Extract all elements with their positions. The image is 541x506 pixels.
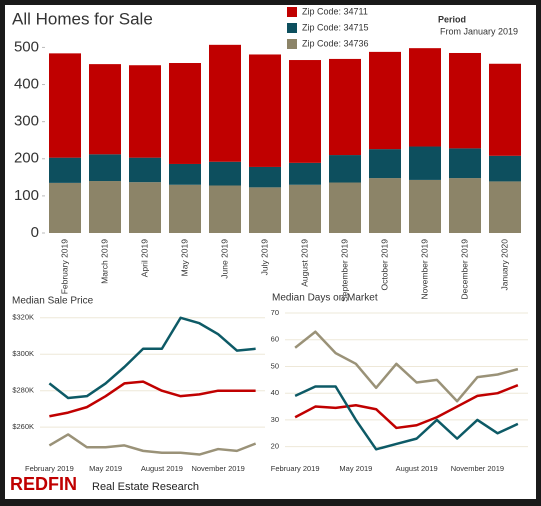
legend-label: Zip Code: 34711 <box>302 6 368 16</box>
x-tick-label: February 2019 <box>25 464 74 473</box>
x-tick-label: January 2020 <box>499 239 509 291</box>
x-tick-label: February 2019 <box>59 239 69 295</box>
bar-segment <box>449 178 481 233</box>
bar-segment <box>49 53 81 158</box>
bar-segment <box>329 182 361 233</box>
bar-segment <box>249 187 281 233</box>
bar-segment <box>49 182 81 233</box>
bar-segment <box>449 148 481 179</box>
bar-segment <box>409 48 441 147</box>
x-tick-label: August 2019 <box>141 464 183 473</box>
legend-label: Zip Code: 34736 <box>302 38 369 48</box>
bar-segment <box>449 52 481 149</box>
x-tick-label: September 2019 <box>339 239 349 302</box>
bar-segment <box>489 155 521 182</box>
line-series <box>294 385 519 451</box>
bar-segment <box>49 157 81 183</box>
legend-swatch <box>287 39 297 49</box>
bar-segment <box>129 65 161 158</box>
bar-segment <box>289 60 321 163</box>
bar-segment <box>409 179 441 233</box>
bar-segment <box>209 161 241 186</box>
y-tick-label: 400 <box>14 76 39 93</box>
brand: REDFIN <box>10 474 77 494</box>
line-series <box>294 330 519 403</box>
y-tick-label: 30 <box>271 415 279 424</box>
y-tick-label: 300 <box>14 113 39 130</box>
y-tick-label: 100 <box>14 187 39 204</box>
bar-segment <box>89 64 121 155</box>
legend-swatch <box>287 7 297 17</box>
bar-segment <box>89 181 121 233</box>
legend-swatch <box>287 23 297 33</box>
bar-segment <box>409 146 441 180</box>
x-tick-label: December 2019 <box>459 239 469 300</box>
x-tick-label: August 2019 <box>299 239 309 287</box>
bar-segment <box>489 63 521 156</box>
y-tick-label: $320K <box>12 313 34 322</box>
y-tick-label: $280K <box>12 386 34 395</box>
x-tick-label: May 2019 <box>179 239 189 277</box>
x-tick-label: April 2019 <box>139 239 149 278</box>
chart-title: Median Sale Price <box>12 296 94 307</box>
x-tick-label: May 2019 <box>339 464 372 473</box>
bar-segment <box>329 58 361 156</box>
line-series <box>294 384 519 430</box>
bar-segment <box>249 166 281 188</box>
x-tick-label: November 2019 <box>191 464 244 473</box>
line-series <box>48 433 257 456</box>
footer-text: Real Estate Research <box>92 481 199 493</box>
bar-segment <box>209 44 241 162</box>
bar-segment <box>249 54 281 167</box>
bar-segment <box>369 149 401 179</box>
bar-segment <box>169 184 201 233</box>
y-tick-label: 0 <box>31 224 39 241</box>
line-series <box>48 316 256 400</box>
bar-segment <box>89 154 121 182</box>
bar-segment <box>129 157 161 183</box>
y-tick-label: 200 <box>14 150 39 167</box>
y-tick-label: 500 <box>14 38 39 55</box>
x-tick-label: February 2019 <box>271 464 320 473</box>
chart-title: Median Days on Market <box>272 293 378 304</box>
y-tick-label: 70 <box>271 308 279 317</box>
bar-segment <box>289 162 321 185</box>
bar-segment <box>169 163 201 185</box>
bar-segment <box>209 185 241 233</box>
x-tick-label: May 2019 <box>89 464 122 473</box>
x-tick-label: March 2019 <box>99 239 109 284</box>
annotation: Period <box>438 14 466 24</box>
bar-segment <box>329 155 361 183</box>
x-tick-label: July 2019 <box>259 239 269 276</box>
bar-segment <box>129 182 161 233</box>
x-tick-label: October 2019 <box>379 239 389 291</box>
x-tick-label: August 2019 <box>396 464 438 473</box>
x-tick-label: November 2019 <box>419 239 429 300</box>
y-tick-label: $300K <box>12 349 34 358</box>
y-tick-label: $260K <box>12 422 34 431</box>
line-series <box>49 380 256 418</box>
x-tick-label: June 2019 <box>219 239 229 279</box>
bar-segment <box>369 178 401 233</box>
legend-label: Zip Code: 34715 <box>302 22 369 32</box>
y-tick-label: 60 <box>271 335 279 344</box>
bar-segment <box>289 184 321 233</box>
bar-segment <box>369 51 401 150</box>
bar-segment <box>489 181 521 233</box>
y-tick-label: 40 <box>271 388 279 397</box>
x-tick-label: November 2019 <box>451 464 504 473</box>
y-tick-label: 50 <box>271 361 279 370</box>
bar-segment <box>169 63 201 164</box>
annotation: From January 2019 <box>440 26 518 36</box>
y-tick-label: 20 <box>271 442 279 451</box>
chart-title: All Homes for Sale <box>12 9 153 28</box>
